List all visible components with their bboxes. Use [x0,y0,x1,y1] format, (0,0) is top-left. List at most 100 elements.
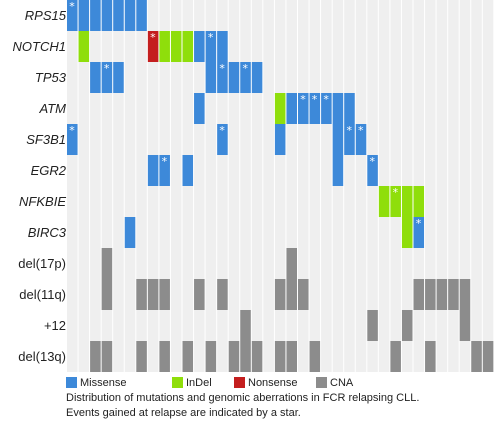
cell-empty [332,217,344,248]
cell-empty [136,93,147,124]
cell-empty [367,217,378,248]
cell-empty [147,124,159,155]
cell-empty [228,124,240,155]
cell-empty [124,155,136,186]
cell-empty [482,93,494,124]
cell-empty [101,93,113,124]
legend-swatch-cna [316,377,327,388]
row-label-5: EGR2 [30,162,66,178]
cell-empty [113,124,124,155]
legend-swatch-nonsense [234,377,245,388]
cell-empty [448,341,459,372]
cell-empty [482,248,494,279]
cell-empty [147,310,159,341]
cell-empty [344,217,355,248]
cell-empty [367,279,378,310]
row-label-10: +12 [43,317,66,333]
row-label-4: SF3B1 [26,131,66,147]
cell-empty [309,310,321,341]
cell-empty [471,279,482,310]
relapse-star-icon: * [358,124,364,137]
cell-empty [390,155,401,186]
oncoprint-grid: * * * * * * * * * * * * * * * * * [67,0,494,372]
cell-empty [332,0,344,31]
cell-empty [170,124,182,155]
cell-empty [390,310,401,341]
cell-empty [309,124,321,155]
cell-empty [355,0,367,31]
cell-empty [436,31,448,62]
legend-swatch-missense [66,377,77,388]
cell-empty [367,341,378,372]
cell-missense [217,31,228,62]
cell-empty [471,186,482,217]
cell-empty [124,93,136,124]
cell-empty [194,341,205,372]
cell-empty [355,217,367,248]
cell-missense [321,93,332,124]
cell-empty [136,310,147,341]
cell-empty [240,31,251,62]
cell-empty [194,310,205,341]
cell-empty [367,93,378,124]
cell-empty [90,31,101,62]
cell-empty [136,248,147,279]
cell-empty [67,31,78,62]
cell-empty [425,124,436,155]
cell-empty [78,279,90,310]
cell-empty [344,62,355,93]
cell-indel [78,31,90,62]
cell-empty [182,279,194,310]
cell-empty [390,0,401,31]
cell-indel [274,93,286,124]
cell-cna [425,341,436,372]
legend-label-missense: Missense [80,377,127,389]
cell-missense [124,217,136,248]
cell-empty [124,279,136,310]
cell-empty [286,124,297,155]
cell-empty [159,0,170,31]
cell-empty [240,93,251,124]
cell-empty [101,124,113,155]
relapse-star-icon: * [243,62,249,75]
relapse-star-icon: * [323,93,329,106]
cell-missense [67,124,78,155]
cell-empty [228,248,240,279]
cell-empty [240,0,251,31]
cell-empty [378,341,390,372]
cell-indel [390,186,401,217]
cell-empty [263,217,274,248]
cell-empty [205,310,217,341]
cell-empty [228,0,240,31]
cell-empty [436,186,448,217]
cell-missense [332,124,344,155]
cell-empty [228,186,240,217]
cell-empty [355,155,367,186]
cell-empty [217,186,228,217]
cell-empty [182,0,194,31]
cell-empty [298,186,309,217]
cell-empty [101,186,113,217]
cell-empty [436,155,448,186]
relapse-star-icon: * [300,93,306,106]
cell-empty [298,62,309,93]
cell-empty [113,310,124,341]
cell-missense [205,31,217,62]
cell-cna [159,341,170,372]
cell-empty [217,93,228,124]
cell-empty [170,0,182,31]
row-label-1: NOTCH1 [12,38,66,54]
cell-cna [298,279,309,310]
cell-empty [78,248,90,279]
cell-empty [425,31,436,62]
cell-empty [78,124,90,155]
cell-empty [240,217,251,248]
cell-empty [344,310,355,341]
cell-empty [170,248,182,279]
cell-empty [113,248,124,279]
cell-empty [159,248,170,279]
cell-cna [459,310,471,341]
cell-cna [436,279,448,310]
cell-empty [159,93,170,124]
cell-empty [367,186,378,217]
